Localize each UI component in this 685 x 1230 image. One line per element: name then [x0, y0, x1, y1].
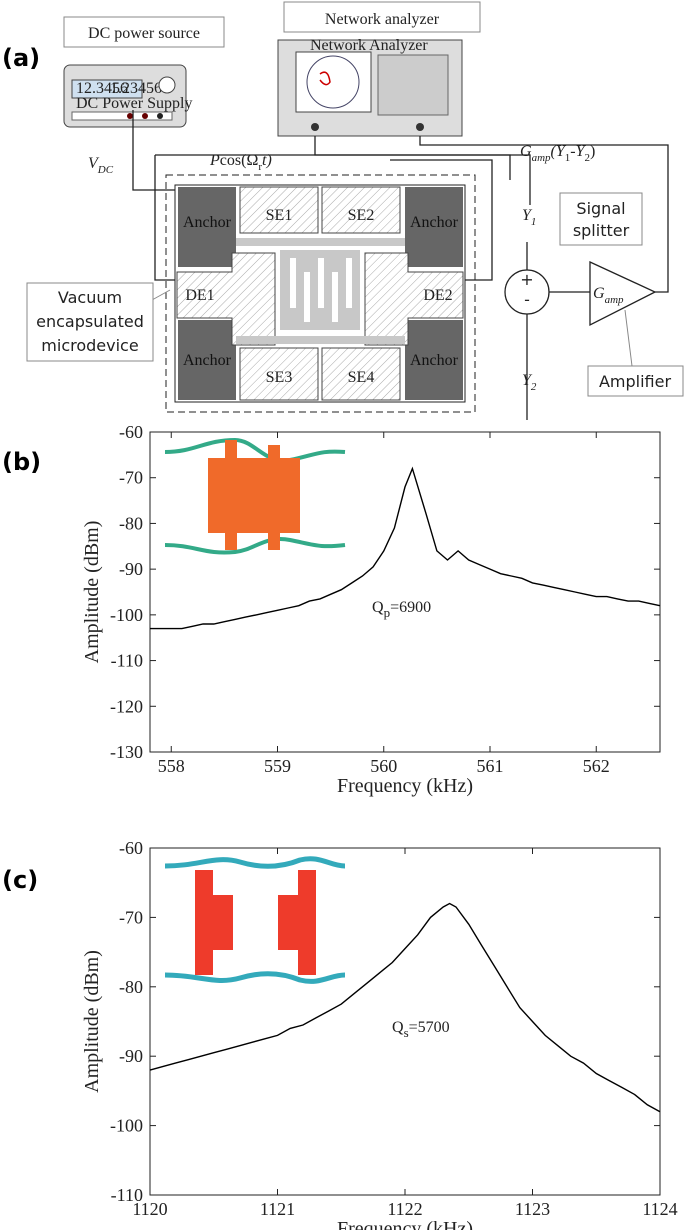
caption: DC Power Supply — [76, 95, 192, 112]
plot-frame — [149, 431, 661, 753]
mode-inset — [164, 437, 346, 555]
display-text: 1.23456 — [110, 80, 162, 97]
dc-source-label: DC power source — [88, 25, 200, 42]
y-tick-label: -80 — [119, 977, 143, 997]
y-tick-label: -60 — [119, 838, 143, 858]
anchor — [178, 187, 236, 267]
annotation-part: s — [404, 1025, 409, 1040]
x-tick-label: 561 — [477, 756, 504, 776]
mode-inset — [164, 856, 346, 984]
x-axis-label: Frequency (kHz) — [337, 1218, 473, 1230]
annotation-part: Q — [372, 599, 384, 616]
y2-label: Y2 — [522, 372, 537, 393]
panel-label: (a) — [2, 44, 40, 72]
x-tick-label: 559 — [264, 756, 291, 776]
panel-a: (a) DC power source 12.3456 1.23456 DC P… — [2, 1, 684, 420]
y-axis-label: Amplitude (dBm) — [81, 950, 103, 1093]
panel-label: (c) — [2, 866, 38, 894]
anchor-label: Anchor — [183, 352, 232, 369]
annotation-part: =6900 — [390, 599, 431, 616]
y-tick-label: -70 — [119, 468, 143, 488]
splitter-label: Signal — [576, 199, 625, 218]
analyzer-icon: Network Analyzer — [277, 37, 463, 137]
analyzer-label: Network analyzer — [325, 11, 440, 28]
device-label: Vacuum — [58, 288, 122, 307]
label-box — [63, 16, 225, 48]
label-box — [559, 192, 643, 246]
y-tick-label: -70 — [119, 907, 143, 927]
x-axis-label: Frequency (kHz) — [337, 775, 473, 797]
caption: Network Analyzer — [310, 37, 428, 54]
splitter-label: splitter — [573, 221, 630, 240]
x-tick-label: 560 — [370, 756, 397, 776]
label-box — [587, 365, 684, 397]
y-tick-label: -130 — [110, 742, 143, 762]
amplifier — [589, 260, 657, 327]
x-tick-label: 1124 — [642, 1199, 677, 1219]
summing-node — [504, 269, 550, 315]
anchor — [405, 320, 463, 400]
annotation-part: =5700 — [409, 1019, 450, 1036]
electrode-label: SE1 — [266, 207, 293, 224]
electrode-label: DE2 — [423, 287, 452, 304]
y-axis-label: Amplitude (dBm) — [81, 521, 103, 664]
y-tick-label: -110 — [111, 1185, 143, 1205]
spectrum-line — [149, 902, 661, 1113]
y1-label: Y1 — [522, 207, 536, 228]
encapsulation — [165, 174, 476, 413]
y-tick-label: -100 — [110, 605, 143, 625]
y-tick-label: -80 — [119, 513, 143, 533]
x-tick-label: 558 — [158, 756, 185, 776]
anchor-label: Anchor — [410, 352, 459, 369]
annotation-part: p — [384, 605, 391, 620]
electrode-label: DE1 — [185, 287, 214, 304]
y-tick-label: -110 — [111, 651, 143, 671]
x-tick-label: 1121 — [260, 1199, 295, 1219]
anchor-label: Anchor — [183, 214, 232, 231]
gain-label: Gamp — [593, 285, 624, 306]
dc-source-icon: 12.3456 1.23456 DC Power Supply — [63, 64, 192, 128]
x-tick-label: 1120 — [132, 1199, 167, 1219]
panel-label: (b) — [2, 448, 41, 476]
vdc-label: VDC — [88, 155, 114, 176]
annotation: Qp=6900 — [372, 599, 431, 620]
minus: - — [524, 290, 530, 309]
device-label: microdevice — [41, 336, 138, 355]
y-tick-label: -100 — [110, 1116, 143, 1136]
anchor — [405, 187, 463, 267]
drive-label: Pcos(Ωrt) — [209, 152, 272, 173]
y-tick-label: -60 — [119, 422, 143, 442]
plus: + — [520, 270, 533, 289]
display-text: 12.3456 — [76, 80, 128, 97]
anchor — [178, 320, 236, 400]
y-tick-label: -90 — [119, 1046, 143, 1066]
electrode-label: SE3 — [266, 369, 293, 386]
y-tick-label: -120 — [110, 696, 143, 716]
x-tick-label: 1123 — [515, 1199, 550, 1219]
device-label: encapsulated — [36, 312, 144, 331]
y-tick-label: -90 — [119, 559, 143, 579]
annotation-part: Q — [392, 1019, 404, 1036]
annotation: Qs=5700 — [392, 1019, 450, 1040]
x-tick-label: 1122 — [387, 1199, 422, 1219]
electrode-label: SE4 — [348, 369, 375, 386]
spectrum-line — [150, 466, 661, 630]
label-box — [283, 1, 481, 33]
anchor-label: Anchor — [410, 214, 459, 231]
label-box — [26, 282, 154, 362]
electrode-label: SE2 — [348, 207, 375, 224]
feedback-label: Gamp(Y1-Y2) — [520, 143, 595, 164]
amplifier-label: Amplifier — [599, 372, 672, 391]
x-tick-label: 562 — [583, 756, 610, 776]
